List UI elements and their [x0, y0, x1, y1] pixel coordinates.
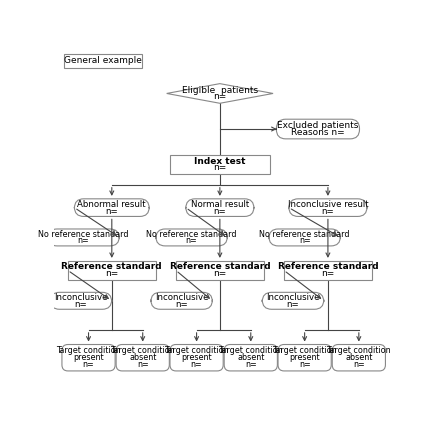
Text: Inconclusive result: Inconclusive result [287, 200, 368, 209]
Text: Inconclusive: Inconclusive [54, 293, 108, 302]
Text: n=: n= [137, 360, 148, 369]
Polygon shape [166, 84, 273, 103]
FancyBboxPatch shape [116, 345, 169, 371]
Text: present: present [181, 353, 212, 362]
Text: n=: n= [287, 300, 299, 309]
Text: n=: n= [78, 236, 89, 246]
FancyBboxPatch shape [50, 292, 112, 309]
Text: Target condition: Target condition [218, 346, 283, 356]
FancyBboxPatch shape [289, 199, 367, 216]
FancyBboxPatch shape [63, 54, 142, 68]
Text: Excluded patients: Excluded patients [277, 121, 359, 130]
Text: present: present [73, 353, 104, 362]
Text: Normal result: Normal result [191, 200, 249, 209]
FancyBboxPatch shape [68, 261, 156, 280]
FancyBboxPatch shape [278, 345, 331, 371]
Text: Abnormal result: Abnormal result [78, 200, 146, 209]
Text: n=: n= [213, 164, 227, 172]
Text: n=: n= [322, 206, 334, 216]
Text: absent: absent [345, 353, 372, 362]
Text: n=: n= [245, 360, 257, 369]
Text: n=: n= [75, 300, 87, 309]
FancyBboxPatch shape [176, 261, 264, 280]
FancyBboxPatch shape [74, 199, 149, 216]
Text: No reference standard: No reference standard [146, 230, 237, 238]
FancyBboxPatch shape [224, 345, 278, 371]
Text: No reference standard: No reference standard [260, 230, 350, 238]
Text: present: present [289, 353, 320, 362]
FancyBboxPatch shape [48, 229, 119, 246]
Text: n=: n= [214, 206, 226, 216]
Text: n=: n= [213, 269, 227, 278]
Text: n=: n= [105, 269, 118, 278]
Text: General example: General example [64, 56, 142, 66]
Text: Inconclusive: Inconclusive [155, 293, 208, 302]
Text: Reasons n=: Reasons n= [291, 128, 345, 137]
Text: absent: absent [129, 353, 157, 362]
Text: n=: n= [299, 360, 311, 369]
Text: n=: n= [186, 236, 197, 246]
FancyBboxPatch shape [170, 345, 223, 371]
Text: Target condition: Target condition [164, 346, 229, 356]
Text: n=: n= [191, 360, 202, 369]
FancyBboxPatch shape [269, 229, 340, 246]
Text: Eligible  patients: Eligible patients [182, 85, 258, 95]
Text: Target condition: Target condition [110, 346, 175, 356]
FancyBboxPatch shape [186, 199, 254, 216]
FancyBboxPatch shape [170, 155, 270, 174]
Text: n=: n= [106, 206, 118, 216]
Text: Target condition: Target condition [326, 346, 391, 356]
Text: Reference standard: Reference standard [169, 262, 270, 271]
Text: n=: n= [299, 236, 311, 246]
Text: n=: n= [175, 300, 188, 309]
FancyBboxPatch shape [262, 292, 324, 309]
Text: Target condition: Target condition [56, 346, 121, 356]
Text: Inconclusive: Inconclusive [266, 293, 320, 302]
Text: n=: n= [321, 269, 335, 278]
FancyBboxPatch shape [276, 119, 360, 139]
Text: n=: n= [83, 360, 94, 369]
Text: Reference standard: Reference standard [278, 262, 378, 271]
FancyBboxPatch shape [284, 261, 372, 280]
Text: No reference standard: No reference standard [38, 230, 129, 238]
Text: Index test: Index test [194, 157, 246, 166]
Text: n=: n= [353, 360, 365, 369]
FancyBboxPatch shape [156, 229, 227, 246]
Text: absent: absent [237, 353, 264, 362]
Text: Reference standard: Reference standard [61, 262, 162, 271]
Text: Target condition: Target condition [272, 346, 337, 356]
FancyBboxPatch shape [332, 345, 385, 371]
FancyBboxPatch shape [62, 345, 115, 371]
Text: n=: n= [213, 92, 227, 101]
FancyBboxPatch shape [151, 292, 212, 309]
